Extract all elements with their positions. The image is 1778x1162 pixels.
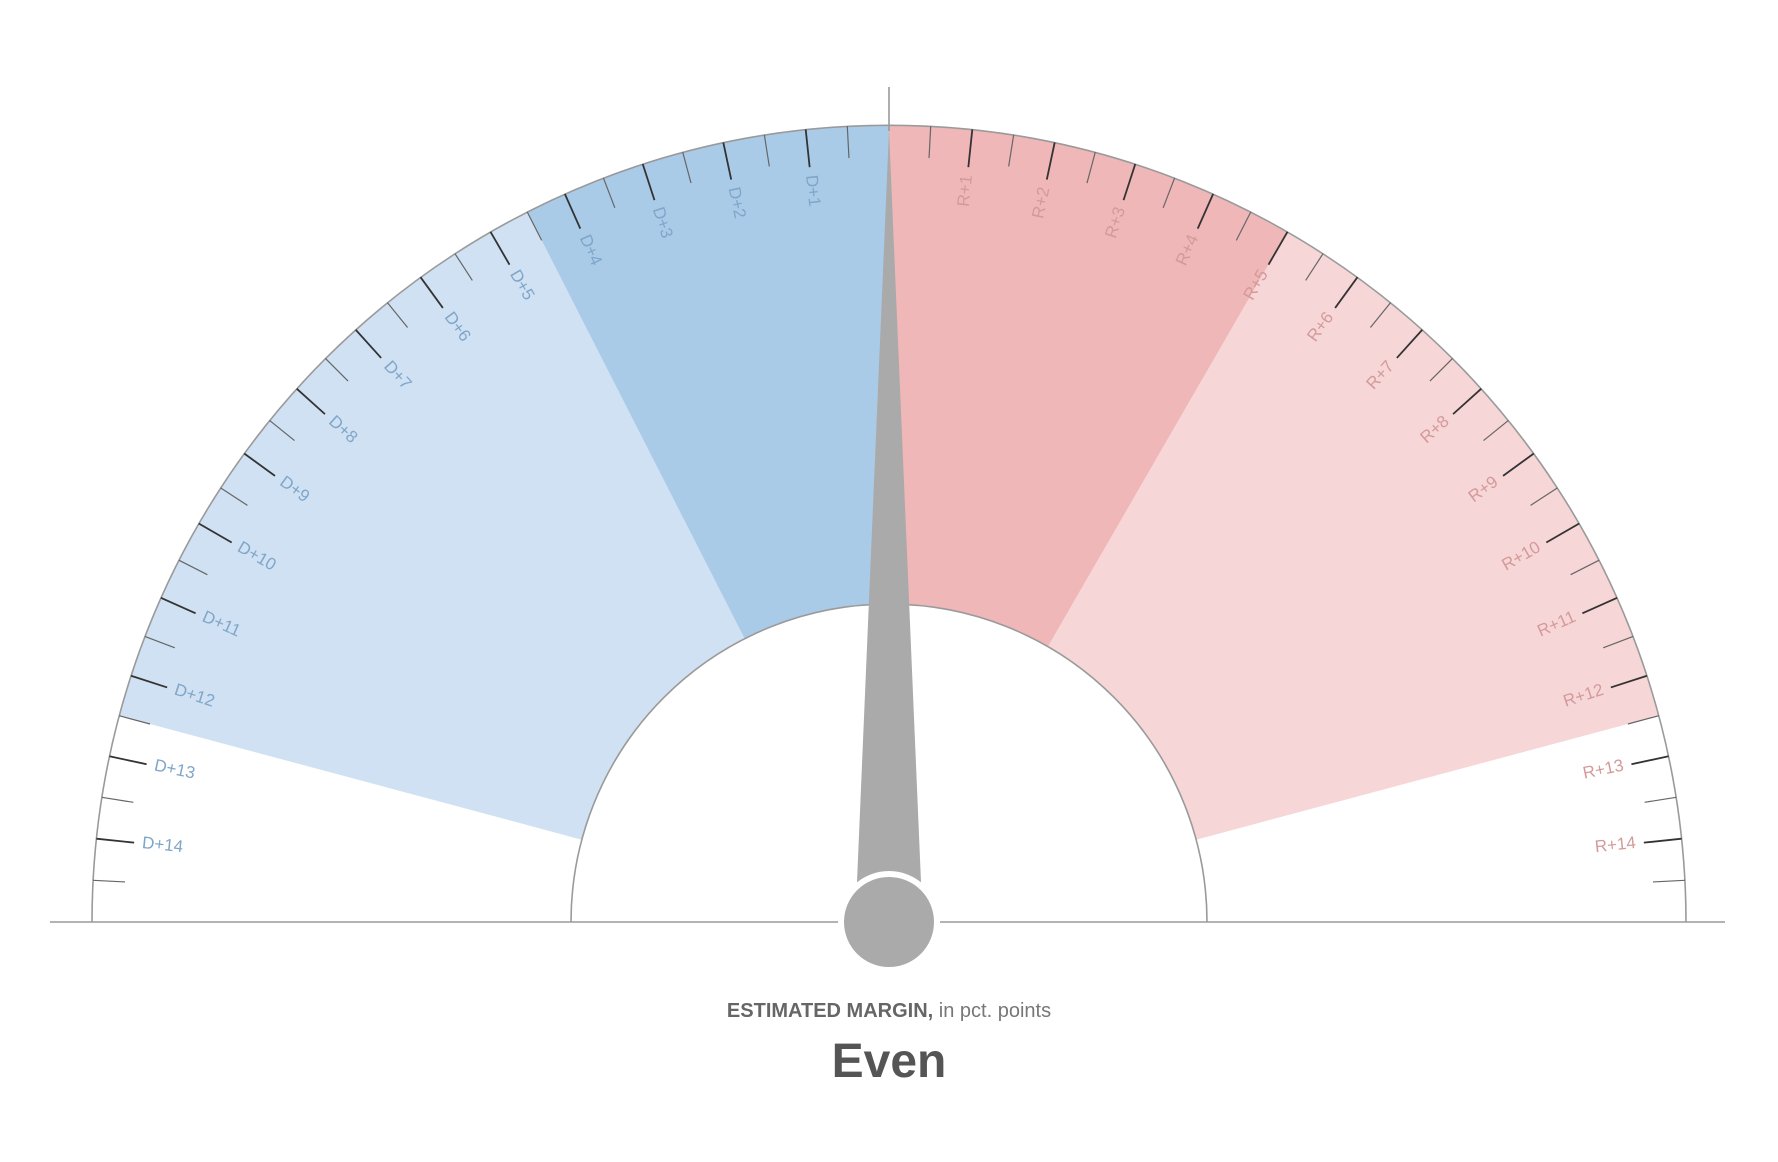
tick-label: D+1 — [802, 174, 824, 207]
gauge-needle — [838, 130, 940, 973]
major-tick — [1502, 452, 1535, 477]
tick-label: R+13 — [1581, 756, 1625, 783]
caption-unit: in pct. points — [938, 1000, 1052, 1022]
minor-tick — [526, 211, 543, 241]
caption-label: ESTIMATED MARGIN, — [726, 1000, 934, 1022]
minor-tick — [178, 559, 208, 576]
major-tick — [296, 388, 326, 415]
minor-tick — [682, 152, 692, 184]
major-tick — [109, 755, 147, 766]
minor-tick — [1086, 152, 1096, 184]
major-tick — [1334, 276, 1359, 309]
minor-tick — [93, 879, 126, 883]
minor-tick — [1652, 879, 1685, 883]
gauge-ticks — [93, 126, 1685, 883]
major-tick — [1196, 193, 1214, 229]
major-tick — [96, 837, 135, 844]
tick-label: D+13 — [153, 756, 197, 783]
minor-tick — [1602, 635, 1634, 649]
needle-hub — [838, 871, 940, 973]
major-tick — [1452, 388, 1482, 415]
major-tick — [564, 193, 582, 229]
major-tick — [641, 163, 656, 201]
gauge-bands — [119, 125, 1659, 840]
minor-tick — [928, 126, 932, 159]
gauge-band-2 — [889, 125, 1288, 647]
minor-tick — [1627, 715, 1659, 725]
minor-tick — [846, 126, 850, 159]
minor-tick — [1483, 419, 1509, 442]
minor-tick — [1369, 302, 1392, 328]
needle-pointer — [857, 130, 921, 882]
tick-label: R+1 — [954, 174, 976, 207]
minor-tick — [454, 253, 473, 281]
major-tick — [198, 522, 233, 544]
major-tick — [1045, 142, 1056, 180]
major-tick — [1631, 755, 1669, 766]
minor-tick — [1305, 253, 1324, 281]
minor-tick — [1570, 559, 1600, 576]
gauge-band-1 — [527, 125, 889, 639]
minor-tick — [220, 487, 248, 506]
major-tick — [1610, 674, 1648, 689]
major-tick — [804, 129, 811, 168]
major-tick — [722, 142, 733, 180]
major-tick — [489, 231, 511, 266]
minor-tick — [269, 419, 295, 442]
minor-tick — [119, 715, 151, 725]
minor-tick — [1429, 358, 1453, 382]
minor-tick — [101, 796, 134, 803]
gauge-band-0 — [119, 211, 745, 840]
tick-label: D+14 — [141, 833, 184, 856]
major-tick — [1643, 837, 1682, 844]
major-tick — [1122, 163, 1137, 201]
major-tick — [967, 129, 974, 168]
minor-tick — [325, 358, 349, 382]
minor-tick — [1644, 796, 1677, 803]
minor-tick — [144, 635, 176, 649]
minor-tick — [1162, 177, 1176, 209]
major-tick — [419, 276, 444, 309]
minor-tick — [1530, 487, 1558, 506]
major-tick — [243, 452, 276, 477]
minor-tick — [763, 134, 770, 167]
axis-caption: ESTIMATED MARGIN, in pct. points — [0, 1000, 1778, 1023]
major-tick — [1545, 522, 1580, 544]
gauge-band-3 — [1048, 231, 1659, 840]
major-tick — [160, 597, 196, 615]
major-tick — [130, 674, 168, 689]
tick-label: R+14 — [1594, 833, 1637, 856]
minor-tick — [602, 177, 616, 209]
minor-tick — [386, 302, 409, 328]
margin-value: Even — [831, 1035, 947, 1088]
minor-tick — [1008, 134, 1015, 167]
major-tick — [1396, 329, 1423, 359]
minor-tick — [1235, 211, 1252, 241]
major-tick — [1582, 597, 1618, 615]
major-tick — [355, 329, 382, 359]
major-tick — [1267, 231, 1289, 266]
